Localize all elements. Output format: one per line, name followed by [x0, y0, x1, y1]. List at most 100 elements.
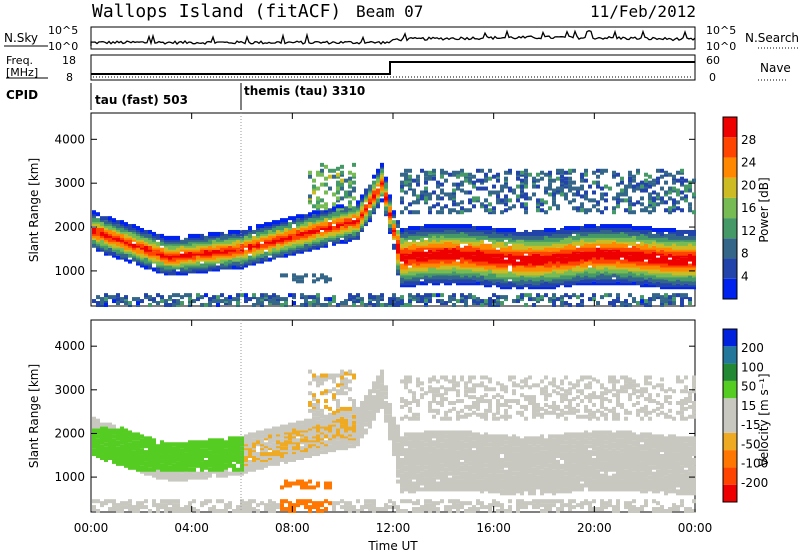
power-cell: [120, 233, 124, 238]
power-cell: [312, 245, 316, 250]
power-cell: [440, 188, 444, 193]
power-cell: [320, 168, 324, 173]
power-cell: [396, 235, 400, 240]
power-cell: [440, 235, 444, 240]
power-cell: [452, 182, 456, 187]
power-cell: [580, 293, 584, 298]
power-cell: [460, 247, 464, 252]
power-cell: [632, 245, 636, 250]
power-cell: [524, 168, 528, 173]
power-cell: [616, 200, 620, 205]
power-cell: [344, 178, 348, 183]
velocity-cell: [124, 432, 128, 437]
power-cell: [340, 164, 344, 169]
velocity-cell: [140, 501, 144, 506]
velocity-cell: [112, 505, 116, 510]
power-cell: [424, 293, 428, 298]
power-cell: [472, 180, 476, 185]
power-cell: [592, 198, 596, 203]
power-cell: [324, 233, 328, 238]
power-cell: [624, 198, 628, 203]
velocity-cell: [268, 459, 272, 464]
power-cell: [660, 174, 664, 179]
velocity-cell: [96, 509, 100, 513]
power-cell: [508, 168, 512, 173]
power-cell: [632, 178, 636, 183]
power-cell: [692, 210, 696, 215]
power-cell: [360, 297, 364, 302]
power-cell: [636, 261, 640, 266]
cpid-panel: CPID tau (fast) 503 themis (tau) 3310: [6, 83, 365, 110]
power-cell: [260, 301, 264, 306]
power-cell: [168, 303, 172, 307]
power-cell: [664, 190, 668, 195]
power-cell: [528, 172, 532, 177]
power-cell: [536, 293, 540, 298]
power-cell: [96, 212, 100, 217]
power-cell: [328, 208, 332, 213]
velocity-cell: [172, 503, 176, 508]
power-cell: [548, 206, 552, 211]
power-cell: [208, 239, 212, 244]
velocity-cell: [152, 438, 156, 443]
velocity-cell: [196, 471, 200, 476]
power-cell: [560, 227, 564, 232]
power-cell: [588, 261, 592, 266]
velocity-cell: [268, 499, 272, 504]
power-cell: [148, 233, 152, 238]
power-cell: [288, 241, 292, 246]
power-cell: [508, 227, 512, 232]
power-cell: [568, 243, 572, 248]
power-cell: [636, 186, 640, 191]
power-cell: [532, 253, 536, 258]
power-cell: [504, 227, 508, 232]
power-cell: [596, 180, 600, 185]
power-cell: [232, 257, 236, 262]
power-cell: [124, 253, 128, 258]
power-cell: [208, 267, 212, 272]
power-cell: [516, 194, 520, 199]
power-cell: [276, 229, 280, 234]
velocity-cell: [104, 422, 108, 427]
power-cell: [416, 182, 420, 187]
power-cell: [644, 299, 648, 304]
power-cell: [588, 198, 592, 203]
power-cell: [492, 184, 496, 189]
power-cell: [352, 196, 356, 201]
power-cell: [276, 220, 280, 225]
power-cell: [464, 178, 468, 183]
power-cell: [244, 299, 248, 304]
power-cell: [576, 265, 580, 270]
power-cell: [628, 206, 632, 211]
power-cell: [688, 202, 692, 207]
velocity-cell: [176, 461, 180, 466]
power-cell: [588, 224, 592, 229]
power-cell: [516, 261, 520, 266]
velocity-cell: [232, 509, 236, 513]
power-cell: [340, 239, 344, 244]
velocity-cell: [116, 507, 120, 512]
power-cell: [448, 241, 452, 246]
power-cell: [512, 259, 516, 264]
power-cell: [492, 231, 496, 236]
power-cell: [436, 224, 440, 229]
power-cell: [492, 273, 496, 278]
power-cell: [320, 303, 324, 307]
power-cell: [616, 293, 620, 298]
velocity-cell: [144, 436, 148, 441]
power-cell: [336, 218, 340, 223]
power-cell: [560, 178, 564, 183]
power-cell: [616, 299, 620, 304]
power-cell: [640, 202, 644, 207]
power-cell: [400, 210, 404, 215]
power-cell: [428, 224, 432, 229]
power-cell: [524, 202, 528, 207]
power-cell: [516, 265, 520, 270]
power-cell: [676, 192, 680, 197]
power-cell: [604, 198, 608, 203]
power-cell: [468, 172, 472, 177]
power-cell: [352, 231, 356, 236]
power-cell: [676, 206, 680, 211]
power-cell: [492, 227, 496, 232]
power-cell: [616, 182, 620, 187]
